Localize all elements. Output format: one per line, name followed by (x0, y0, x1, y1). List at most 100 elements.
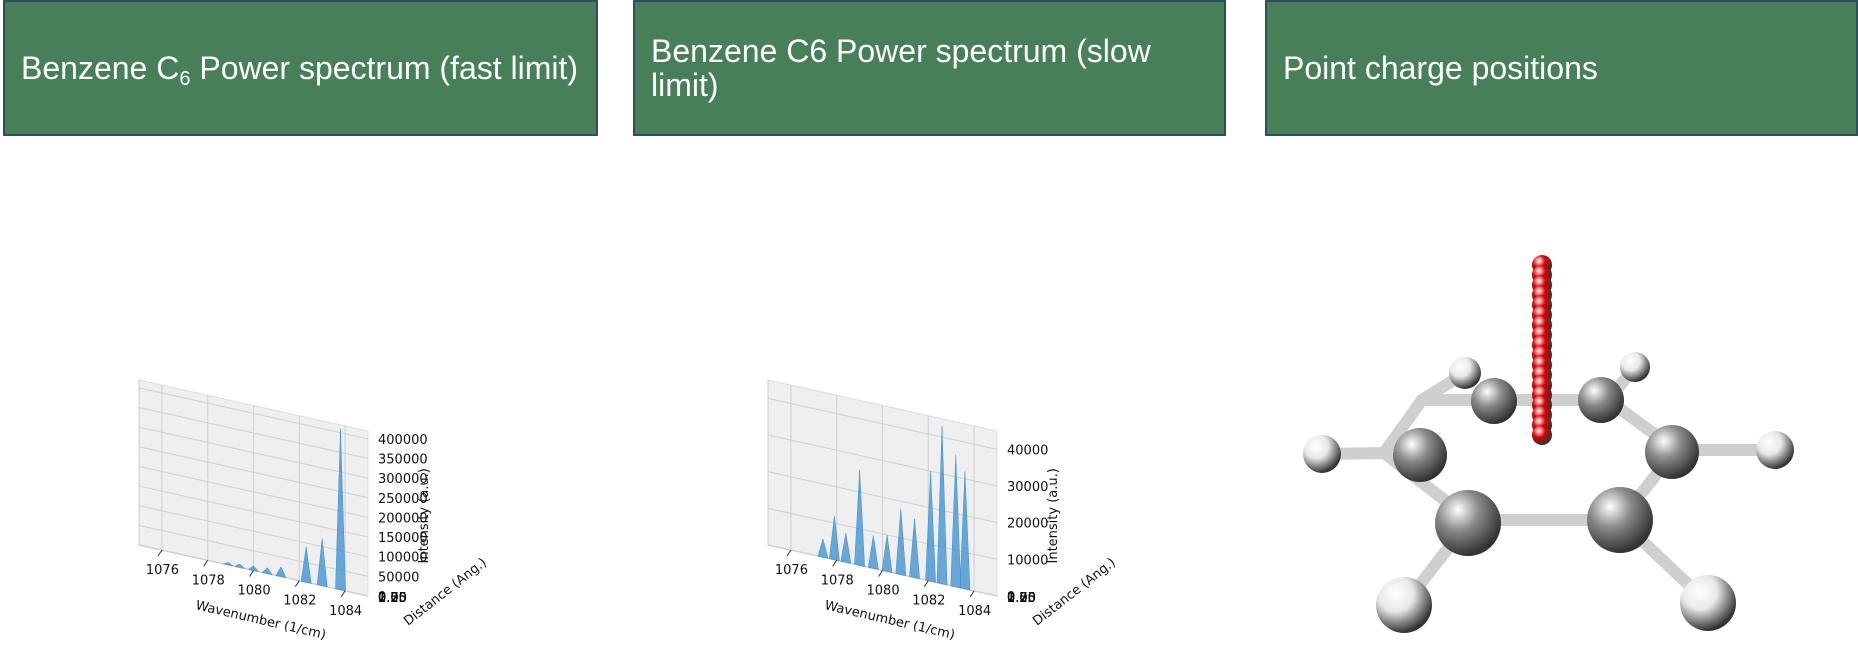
header-text: Point charge positions (1283, 50, 1598, 86)
panel-header-fast-limit: Benzene C6 Power spectrum (fast limit) (3, 0, 598, 136)
z-tick-label: 40000 (1007, 443, 1048, 458)
y-tick-label: 0.75 (378, 591, 407, 606)
x-tick-label: 1080 (867, 584, 900, 599)
spectrum-peak (909, 518, 920, 580)
carbon-atom (1435, 490, 1501, 556)
x-tick-label: 1084 (958, 604, 991, 619)
header-text-a: Benzene C (21, 50, 180, 86)
y-tick-label: 0.25 (1007, 591, 1036, 606)
x-tick-label: 1082 (912, 594, 945, 609)
grid-line-z (138, 446, 369, 499)
bond (1378, 394, 1428, 459)
y-tick-label: 1.25 (378, 591, 407, 606)
spectrum-peak (316, 538, 328, 588)
spectrum-peak (950, 454, 962, 589)
hydrogen-atom (1756, 431, 1794, 469)
z-tick-label: 350000 (378, 453, 428, 468)
z-tick-label: 0 (378, 590, 386, 605)
hydrogen-atom (1620, 352, 1650, 382)
spectrum-peak (300, 546, 312, 584)
x-tick-label: 1078 (192, 573, 225, 588)
x-tick-label: 1076 (775, 563, 808, 578)
panel-header-point-charges: Point charge positions (1265, 0, 1858, 136)
z-tick-label: 200000 (378, 511, 428, 526)
grid-line-z (138, 524, 369, 577)
hydrogen-atom (1680, 575, 1736, 631)
y-tick-label: 1.00 (1007, 591, 1036, 606)
y-tick-label: 0.00 (1007, 591, 1036, 606)
hydrogen-atom (1376, 577, 1432, 633)
spectrum-peak (925, 471, 936, 583)
carbon-atom (1578, 377, 1624, 423)
carbon-atom (1471, 378, 1517, 424)
carbon-atom (1645, 425, 1699, 479)
y-tick-label: 0.50 (1007, 591, 1036, 606)
x-tick-label: 1080 (238, 584, 271, 599)
grid-line-z (138, 485, 369, 538)
header-subscript: 6 (179, 68, 191, 90)
z-tick-label: 100000 (378, 551, 428, 566)
z-tick-label: 10000 (1007, 553, 1048, 568)
y-tick-label: 1.00 (378, 591, 407, 606)
x-tick-label: 1076 (146, 563, 179, 578)
spectrum-peak (854, 470, 865, 567)
grid-line-z (767, 397, 998, 450)
x-tick-label: 1082 (283, 594, 316, 609)
spectrum-peak (233, 563, 246, 570)
y-tick-label: 1.25 (1007, 591, 1036, 606)
x-tick-mark (203, 560, 209, 567)
hydrogen-atom (1303, 435, 1341, 473)
grid-line-z (138, 426, 369, 479)
x-tick-mark (157, 549, 163, 557)
x-tick-label: 1084 (329, 604, 362, 619)
spectrum-peak (895, 508, 907, 577)
hydrogen-atom (1449, 357, 1481, 389)
x-tick-mark (340, 590, 346, 598)
x-tick-mark (878, 570, 883, 577)
y-tick-label: 2.00 (1007, 591, 1036, 606)
carbon-atom (1587, 487, 1653, 553)
y-tick-label: 1.75 (1007, 591, 1036, 606)
grid-line-z (138, 505, 369, 558)
header-text: Benzene C6 Power spectrum (slow limit) (651, 33, 1151, 103)
carbon-atom (1393, 428, 1447, 482)
z-tick-label: 30000 (1007, 480, 1048, 495)
spectrum-peak (817, 537, 829, 559)
z-tick-label: 250000 (378, 492, 428, 507)
x-tick-mark (923, 580, 929, 587)
z-axis-label: Intensity (a.u.) (1046, 468, 1061, 563)
spectrum-peak (936, 426, 948, 586)
x-tick-label: 1078 (821, 573, 854, 588)
grid-line-z (767, 434, 998, 487)
grid-line-z (767, 471, 998, 524)
spectrum-peak (275, 566, 287, 579)
x-tick-mark (294, 580, 300, 587)
y-tick-label: 1.50 (1007, 591, 1036, 606)
spectrum-peak (261, 567, 273, 576)
z-tick-label: 400000 (378, 433, 428, 448)
point-charge (1532, 425, 1552, 445)
z-tick-label: 0 (1007, 590, 1015, 605)
y-tick-label: 0.00 (378, 591, 407, 606)
y-tick-label: 1.75 (378, 591, 407, 606)
spectrum-peak (335, 428, 346, 592)
series-group (817, 426, 971, 591)
spectrum-peak (959, 471, 971, 591)
series-group (223, 428, 346, 592)
panel-header-slow-limit: Benzene C6 Power spectrum (slow limit) (633, 0, 1226, 136)
grid-line-z (138, 465, 369, 518)
header-text-b: Power spectrum (fast limit) (190, 50, 579, 86)
y-tick-label: 2.00 (378, 591, 407, 606)
z-tick-label: 20000 (1007, 517, 1048, 532)
y-tick-label: 0.50 (378, 591, 407, 606)
spectrum-peak (829, 515, 840, 562)
x-tick-mark (249, 570, 254, 577)
x-tick-mark (786, 549, 792, 557)
y-tick-label: 1.50 (378, 591, 407, 606)
spectrum-peak (247, 565, 260, 573)
x-tick-mark (832, 560, 838, 567)
x-tick-mark (969, 590, 975, 598)
